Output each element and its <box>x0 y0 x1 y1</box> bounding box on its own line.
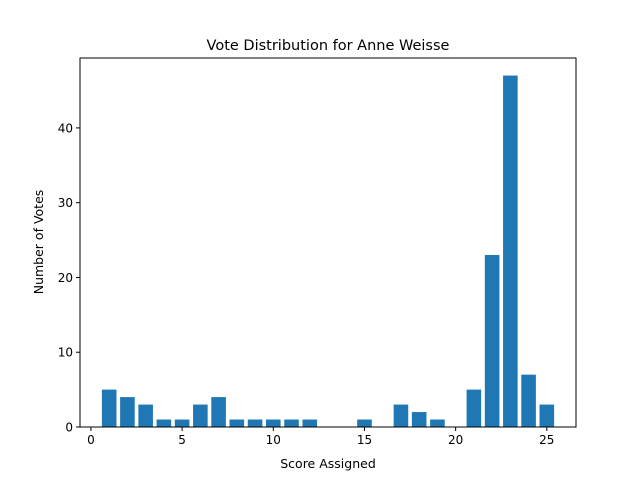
bar-score-5 <box>174 419 190 427</box>
bar-score-12 <box>302 419 318 427</box>
bar-score-4 <box>156 419 172 427</box>
x-tick-label: 5 <box>178 433 186 447</box>
bar-score-22 <box>484 255 500 427</box>
y-tick-label: 30 <box>58 196 73 210</box>
x-tick-label: 25 <box>539 433 554 447</box>
bar-score-17 <box>393 404 409 427</box>
bar-score-11 <box>284 419 299 427</box>
bar-score-8 <box>229 419 245 427</box>
x-tick-label: 15 <box>357 433 372 447</box>
bar-score-6 <box>193 404 208 427</box>
x-axis-label: Score Assigned <box>280 456 376 471</box>
x-tick-label: 10 <box>266 433 281 447</box>
y-tick-label: 0 <box>65 421 73 435</box>
y-axis-label: Number of Votes <box>31 190 46 295</box>
bar-score-3 <box>138 404 153 427</box>
bar-score-15 <box>357 419 372 427</box>
x-tick-label: 20 <box>448 433 463 447</box>
plot-area-frame <box>79 57 577 428</box>
bar-score-18 <box>411 412 427 427</box>
bar-score-23 <box>503 75 518 427</box>
bar-score-24 <box>521 374 536 427</box>
y-tick-label: 10 <box>58 346 73 360</box>
bar-score-2 <box>120 397 135 427</box>
bars <box>101 75 555 427</box>
chart-title: Vote Distribution for Anne Weisse <box>207 38 450 54</box>
y-tick-label: 40 <box>58 121 73 135</box>
x-axis-ticks: 0 5 10 15 20 25 <box>87 427 554 447</box>
bar-score-7 <box>211 397 226 427</box>
bar-score-25 <box>539 404 555 427</box>
x-tick-label: 0 <box>87 433 95 447</box>
bar-score-10 <box>266 419 281 427</box>
bar-score-9 <box>247 419 263 427</box>
bar-score-21 <box>466 389 482 427</box>
bar-score-19 <box>430 419 445 427</box>
y-tick-label: 20 <box>58 271 73 285</box>
bar-score-1 <box>101 389 117 427</box>
y-axis-ticks: 0 10 20 30 40 <box>58 121 80 435</box>
